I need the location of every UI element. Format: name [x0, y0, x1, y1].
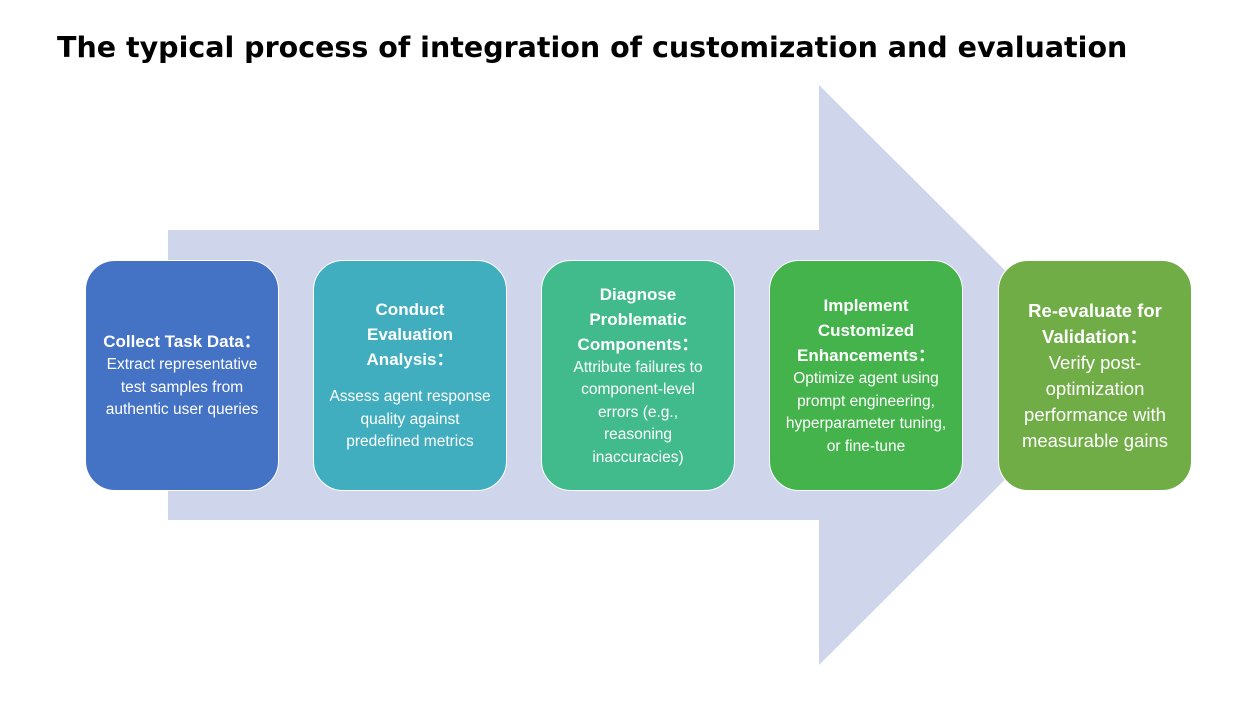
step-title: Collect Task Data：	[103, 332, 261, 352]
step-diagnose-problematic-components: Diagnose Problematic Components： Attribu…	[541, 260, 735, 491]
step-implement-customized-enhancements: Implement Customized Enhancements： Optim…	[769, 260, 963, 491]
diagram-title: The typical process of integration of cu…	[57, 31, 1128, 64]
step-title: Conduct Evaluation Analysis：	[366, 300, 454, 370]
step-title: Re-evaluate for Validation：	[1028, 299, 1162, 347]
step-description: Assess agent response quality against pr…	[329, 388, 491, 451]
step-title: Diagnose Problematic Components：	[577, 284, 699, 354]
step-conduct-evaluation-analysis: Conduct Evaluation Analysis： Assess agen…	[313, 260, 507, 491]
step-description: Verify post-optimization performance wit…	[1021, 351, 1169, 451]
step-description: Optimize agent using prompt engineering,…	[785, 370, 947, 455]
step-title: Implement Customized Enhancements：	[797, 296, 935, 365]
step-re-evaluate-for-validation: Re-evaluate for Validation： Verify post-…	[998, 260, 1192, 491]
step-description: Extract representative test samples from…	[105, 356, 259, 419]
step-description: Attribute failures to component-level er…	[573, 358, 703, 466]
step-collect-task-data: Collect Task Data： Extract representativ…	[85, 260, 279, 491]
